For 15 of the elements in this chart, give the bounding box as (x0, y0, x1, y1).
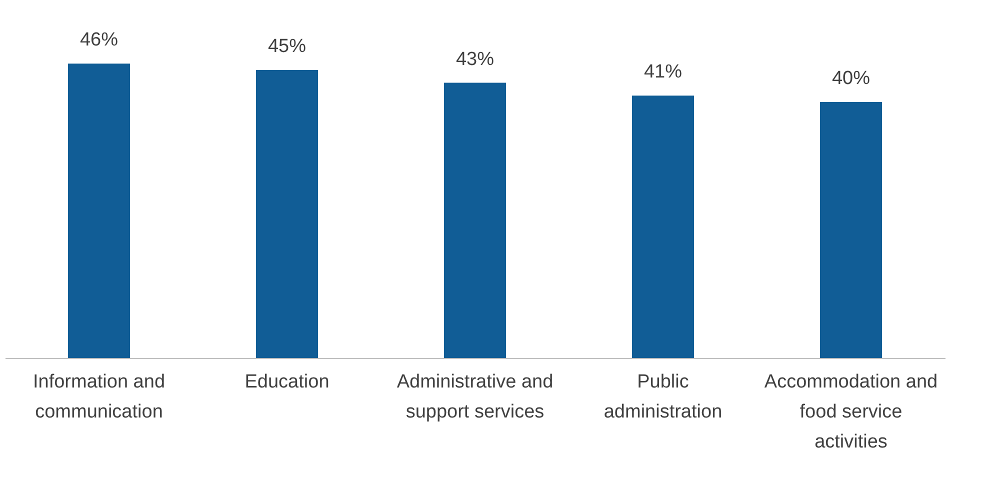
x-tick-label: Administrative and support services (396, 372, 554, 422)
bar (632, 96, 694, 358)
data-label: 45% (268, 36, 306, 57)
bar (444, 82, 506, 358)
data-label: 43% (456, 48, 494, 70)
data-label: 40% (832, 68, 870, 89)
x-tick-label: Public administration (604, 372, 722, 422)
x-tick-label: Accommodation and food service activities (764, 372, 938, 452)
bar (820, 102, 882, 358)
bar (256, 70, 318, 358)
bar (68, 64, 130, 358)
data-label: 41% (644, 62, 682, 83)
x-tick-label: Education (244, 372, 330, 392)
data-label: 46% (80, 30, 118, 51)
x-tick-label: Information and communication (32, 372, 166, 422)
